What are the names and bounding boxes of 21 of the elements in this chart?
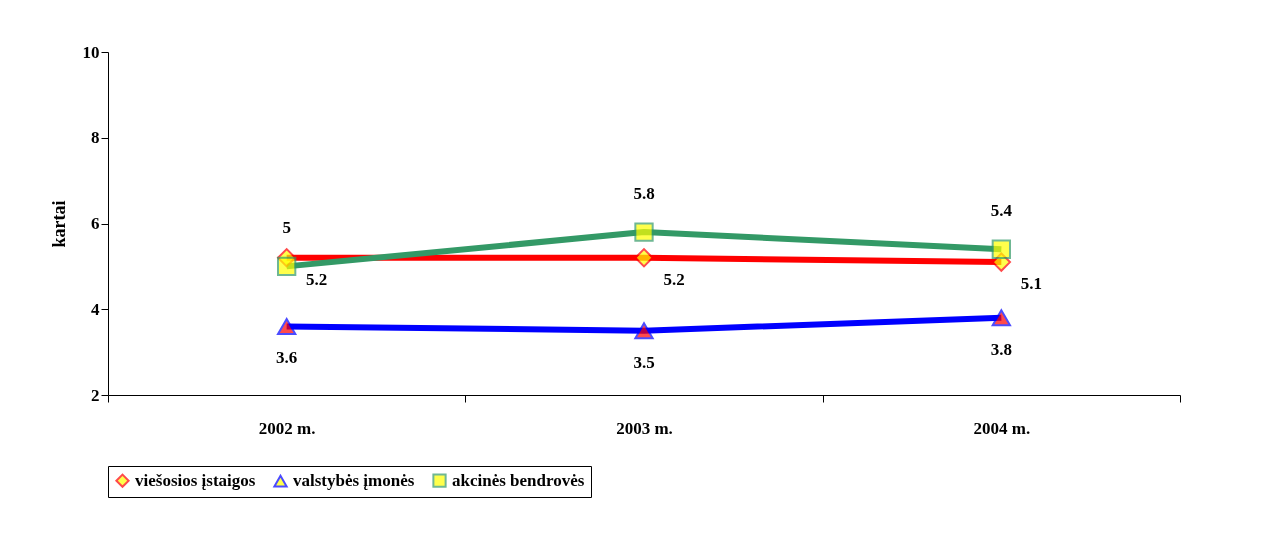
data-label: 3.5: [633, 352, 655, 372]
legend-label: valstybės įmonės: [293, 471, 415, 491]
x-tick-label: 2003 m.: [616, 418, 673, 438]
data-label: 5.2: [663, 269, 685, 289]
data-label: 5.2: [306, 269, 328, 289]
y-tick-label: 2: [91, 385, 100, 405]
x-tick-label: 2002 m.: [258, 418, 316, 438]
legend-label: akcinės bendrovės: [452, 470, 585, 490]
y-tick-label: 6: [91, 214, 100, 233]
legend-label: viešosios įstaigos: [135, 470, 256, 490]
data-label: 5: [282, 218, 291, 238]
data-label: 3.8: [990, 339, 1012, 359]
data-label: 5.8: [633, 184, 655, 204]
x-tick-label: 2004 m.: [973, 418, 1031, 438]
data-label: 5.4: [990, 201, 1013, 221]
y-tick-label: 10: [82, 42, 100, 62]
y-tick-label: 4: [91, 299, 100, 319]
data-label: 3.6: [276, 348, 298, 368]
y-axis-title: kartai: [48, 200, 69, 248]
y-tick-label: 8: [91, 128, 100, 148]
data-label: 5.1: [1020, 274, 1042, 294]
